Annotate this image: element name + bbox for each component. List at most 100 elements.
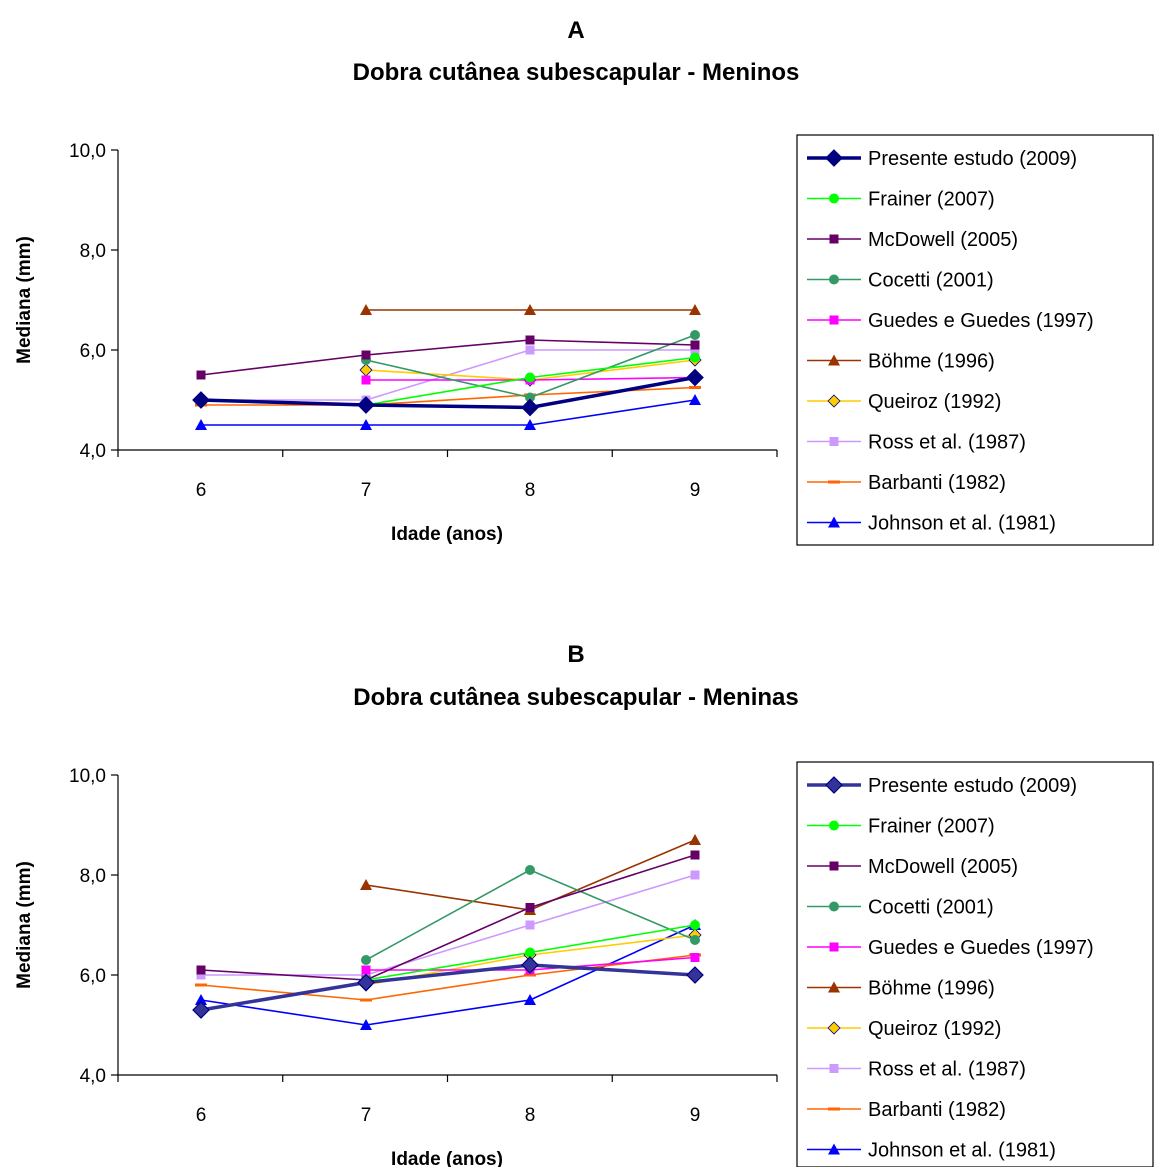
- legend-swatch-marker: [827, 1021, 841, 1035]
- data-point: [525, 372, 535, 383]
- legend-swatch-marker: [827, 394, 841, 408]
- data-point: [359, 363, 373, 377]
- series-5: [360, 304, 701, 315]
- data-point: [690, 345, 700, 355]
- legend-entry: Böhme (1996): [807, 978, 995, 1000]
- legend-swatch-marker: [829, 820, 839, 831]
- data-point: [690, 935, 700, 945]
- legend-label: Queiroz (1992): [868, 391, 1001, 413]
- legend-entry: Presente estudo (2009): [807, 775, 1077, 797]
- data-point: [361, 375, 371, 385]
- x-tick-label: 7: [361, 1105, 372, 1126]
- data-point: [689, 304, 701, 315]
- data-point: [357, 396, 375, 414]
- legend-swatch-marker: [828, 1143, 840, 1155]
- data-point: [690, 352, 700, 363]
- legend-label: Presente estudo (2009): [868, 148, 1077, 170]
- data-point: [360, 304, 372, 315]
- data-point: [524, 304, 536, 315]
- x-axis-label: Idade (anos): [391, 524, 503, 545]
- legend-swatch-marker: [829, 193, 839, 204]
- legend-swatch-marker: [825, 149, 843, 167]
- data-point: [192, 391, 210, 409]
- data-point: [195, 994, 207, 1005]
- data-point: [195, 419, 207, 430]
- legend-swatch-marker: [828, 1107, 840, 1111]
- data-point: [686, 966, 704, 984]
- legend-label: Johnson et al. (1981): [868, 1140, 1056, 1162]
- data-point: [524, 973, 536, 977]
- chart-title: Dobra cutânea subescapular - Meninas: [353, 684, 798, 711]
- series-line: [200, 375, 696, 410]
- legend-entry: Johnson et al. (1981): [807, 1140, 1056, 1162]
- legend-entry: Queiroz (1992): [807, 1018, 1001, 1040]
- legend-swatch-marker: [829, 1064, 839, 1073]
- data-point: [360, 419, 372, 430]
- data-point: [689, 386, 701, 389]
- chart-panel-letter: B: [567, 641, 584, 668]
- x-tick-label: 8: [525, 480, 536, 501]
- data-point: [196, 370, 206, 380]
- series-line: [365, 839, 696, 911]
- legend-entry: Barbanti (1982): [807, 1099, 1006, 1121]
- legend-box: [796, 761, 1154, 1167]
- y-tick-label: 6,0: [80, 341, 106, 362]
- x-axis-label: Idade (anos): [391, 1149, 503, 1167]
- legend-label: Böhme (1996): [868, 351, 995, 373]
- y-tick-label: 8,0: [80, 866, 106, 887]
- legend-label: Ross et al. (1987): [868, 432, 1026, 454]
- x-tick-label: 6: [196, 480, 207, 501]
- legend-swatch-marker: [828, 480, 840, 484]
- data-point: [361, 965, 371, 975]
- legend-swatch-marker: [828, 354, 840, 366]
- x-tick-label: 7: [361, 480, 372, 501]
- legend-label: Cocetti (2001): [868, 270, 994, 292]
- legend: Presente estudo (2009) Frainer (2007) McDo…: [796, 761, 1154, 1167]
- legend-entry: Böhme (1996): [807, 351, 995, 373]
- legend-entry: Cocetti (2001): [807, 897, 994, 919]
- y-tick-label: 4,0: [80, 1066, 106, 1087]
- data-point: [192, 1001, 210, 1019]
- legend-label: Ross et al. (1987): [868, 1059, 1026, 1081]
- data-point: [521, 956, 539, 974]
- data-point: [690, 870, 700, 880]
- data-point: [525, 335, 535, 345]
- legend-entry: Frainer (2007): [807, 816, 995, 838]
- x-tick-label: 9: [690, 480, 701, 501]
- data-point: [525, 345, 535, 355]
- legend-label: Johnson et al. (1981): [868, 513, 1056, 535]
- data-point: [690, 330, 700, 340]
- series-line: [201, 399, 696, 426]
- data-point: [525, 865, 535, 875]
- legend-entry: Ross et al. (1987): [807, 432, 1026, 454]
- legend-label: Barbanti (1982): [868, 472, 1006, 494]
- series-0: [192, 956, 704, 1019]
- legend-swatch-marker: [829, 437, 839, 446]
- legend-swatch-marker: [829, 861, 839, 871]
- y-axis-label: Mediana (mm): [14, 236, 35, 364]
- legend-swatch-marker: [828, 981, 840, 993]
- series-2: [196, 335, 700, 380]
- data-point: [525, 920, 535, 930]
- series-9: [195, 394, 701, 430]
- legend-entry: Guedes e Guedes (1997): [807, 937, 1094, 959]
- legend-swatch-marker: [825, 776, 843, 794]
- legend-entry: Cocetti (2001): [807, 270, 994, 292]
- legend-label: Queiroz (1992): [868, 1018, 1001, 1040]
- legend-swatch-marker: [829, 274, 839, 285]
- legend-entry: Johnson et al. (1981): [807, 513, 1056, 535]
- data-point: [524, 419, 536, 430]
- series-line: [200, 924, 696, 1026]
- legend-label: Frainer (2007): [868, 189, 995, 211]
- legend-entry: Frainer (2007): [807, 189, 995, 211]
- data-point: [361, 955, 371, 965]
- x-tick-label: 6: [196, 1105, 207, 1126]
- legend-label: Barbanti (1982): [868, 1099, 1006, 1121]
- chart-panel-letter: A: [567, 17, 584, 44]
- x-tick-label: 8: [525, 1105, 536, 1126]
- y-tick-label: 10,0: [69, 766, 106, 787]
- data-point: [686, 368, 704, 387]
- legend-box: [796, 134, 1154, 546]
- legend-label: Guedes e Guedes (1997): [868, 310, 1094, 332]
